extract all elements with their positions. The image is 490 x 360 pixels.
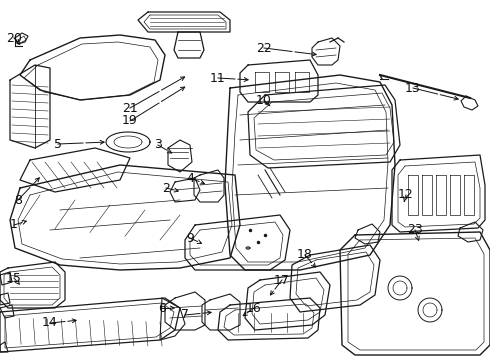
Text: 8: 8 [14, 194, 22, 207]
Text: 10: 10 [256, 94, 272, 107]
Text: 15: 15 [6, 271, 22, 284]
Text: 9: 9 [186, 231, 194, 244]
Text: 16: 16 [246, 301, 262, 315]
Text: 5: 5 [54, 138, 62, 150]
Text: 2: 2 [162, 181, 170, 194]
Text: 14: 14 [42, 316, 58, 329]
Text: 20: 20 [6, 31, 22, 45]
Text: 17: 17 [274, 274, 290, 287]
Text: 23: 23 [407, 224, 423, 237]
Text: 7: 7 [181, 309, 189, 321]
Text: 21: 21 [122, 102, 138, 114]
Text: 22: 22 [256, 41, 272, 54]
Text: 12: 12 [398, 189, 414, 202]
Text: 3: 3 [154, 139, 162, 152]
Text: 11: 11 [210, 72, 226, 85]
Text: 19: 19 [122, 114, 138, 127]
Text: 13: 13 [405, 81, 421, 94]
Text: 1: 1 [10, 219, 18, 231]
Text: 18: 18 [297, 248, 313, 261]
Text: 6: 6 [158, 301, 166, 315]
Text: 4: 4 [186, 171, 194, 184]
